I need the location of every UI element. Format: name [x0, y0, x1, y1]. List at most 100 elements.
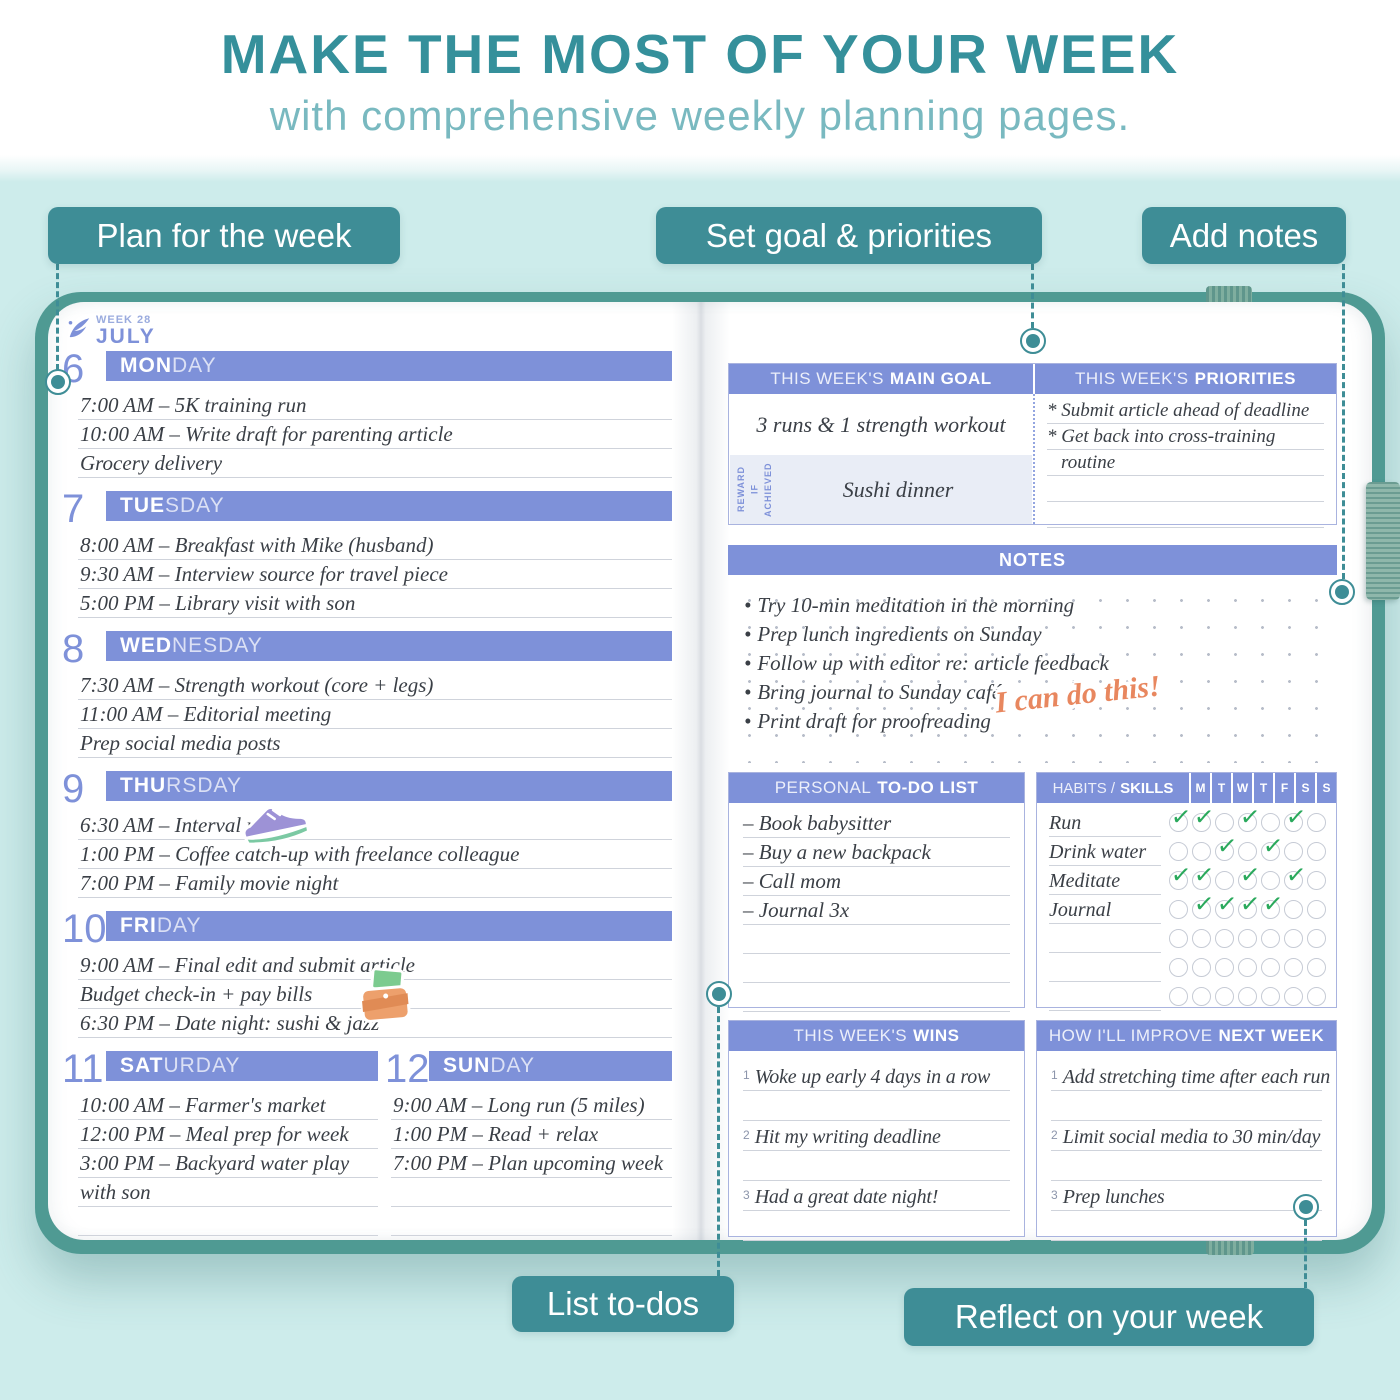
habits-panel: HABITS / SKILLS M T W T F S S Run ✓ ✓ ✓ ✓ Dri…: [1036, 772, 1337, 1011]
todo-item: [743, 954, 1010, 983]
wins-panel: THIS WEEK'S WINS 1 Woke up early 4 days …: [728, 1020, 1025, 1241]
day-letter: S: [1294, 773, 1315, 803]
brand-week-header: WEEK 28 JULY: [66, 314, 156, 347]
day-letter: T: [1252, 773, 1273, 803]
day-name-bold: THU: [120, 774, 167, 797]
habit-checkbox: [1169, 900, 1188, 919]
habits-rows: Run ✓ ✓ ✓ ✓ Drink water ✓ ✓ Meditate ✓ ✓ ✓ ✓ Journal ✓…: [1037, 802, 1336, 1011]
anchor-notes: [1329, 579, 1355, 605]
day-name-rest: RSDAY: [166, 774, 242, 797]
schedule-line: 7:30 AM – Strength workout (core + legs): [78, 671, 672, 700]
habit-checkbox: [1307, 900, 1326, 919]
note-item: Prep lunch ingredients on Sunday: [744, 620, 1337, 649]
day-number: 12: [385, 1047, 430, 1091]
check-icon: ✓: [1192, 802, 1216, 832]
habit-name: [1049, 1009, 1161, 1011]
habit-checkbox: ✓: [1284, 802, 1308, 832]
habit-checkbox: [1284, 842, 1303, 861]
day-name-bold: MON: [120, 354, 172, 377]
habit-checkbox: ✓: [1261, 889, 1285, 919]
ribbon-bookmarks: [1206, 1238, 1254, 1255]
habit-row: [1037, 953, 1336, 982]
column-divider: [1033, 394, 1035, 524]
habit-checkbox: [1238, 987, 1257, 1006]
schedule-line: 7:00 PM – Plan upcoming week: [391, 1149, 672, 1178]
callout-reflect: Reflect on your week: [904, 1288, 1314, 1346]
improve-line-empty: [1051, 1211, 1322, 1241]
improve-item: 1 Add stretching time after each run: [1051, 1061, 1330, 1091]
schedule-line: 9:00 AM – Final edit and submit article: [78, 951, 672, 980]
habit-checkbox: [1192, 958, 1211, 977]
todo-item: – Buy a new backpack: [743, 838, 1010, 867]
day-block-saturday: 11 SAT URDAY 10:00 AM – Farmer's market 1…: [62, 1047, 378, 1236]
day-header-bar: FRI DAY: [106, 911, 672, 941]
anchor-reflect: [1293, 1194, 1319, 1220]
day-name-bold: WED: [120, 634, 172, 657]
note-item: Follow up with editor re: article feedba…: [744, 649, 1337, 678]
todo-item: – Call mom: [743, 867, 1010, 896]
day-name-bold: FRI: [120, 914, 157, 937]
day-number: 8: [62, 627, 85, 671]
habit-checkbox: [1238, 842, 1257, 861]
habit-checkbox: ✓: [1192, 860, 1216, 890]
habit-checkbox: [1261, 929, 1280, 948]
month-label: JULY: [96, 325, 156, 348]
habit-row: Run ✓ ✓ ✓ ✓: [1037, 802, 1336, 837]
win-line-empty: [743, 1091, 1010, 1121]
day-letter: M: [1189, 773, 1210, 803]
schedule-line: 9:30 AM – Interview source for travel pi…: [78, 560, 672, 589]
habit-checkbox: [1261, 987, 1280, 1006]
priority-line: routine: [1047, 450, 1324, 476]
schedule-line: [391, 1207, 672, 1236]
day-header-bar: TUE SDAY: [106, 491, 672, 521]
callout-add-notes: Add notes: [1142, 207, 1346, 264]
day-number: 11: [62, 1047, 104, 1091]
schedule-line: Prep social media posts: [78, 729, 672, 758]
habit-checkbox: [1261, 871, 1280, 890]
day-block-tuesday: 7 TUE SDAY 8:00 AM – Breakfast with Mike …: [62, 487, 672, 618]
check-icon: ✓: [1284, 860, 1308, 890]
week-number-label: WEEK 28: [96, 314, 152, 326]
habit-checkbox: ✓: [1238, 860, 1262, 890]
habits-header: HABITS / SKILLS M T W T F S S: [1037, 773, 1336, 803]
reward-value: Sushi dinner: [842, 476, 954, 502]
habit-checkbox: ✓: [1238, 802, 1262, 832]
habit-checkbox: [1307, 813, 1326, 832]
habit-checkbox: [1284, 900, 1303, 919]
brand-bird-icon: [66, 315, 90, 346]
check-icon: ✓: [1215, 889, 1239, 919]
main-goal-value: 3 runs & 1 strength workout: [756, 412, 1006, 437]
wins-header: THIS WEEK'S WINS: [729, 1021, 1024, 1051]
habit-checkbox: [1215, 987, 1234, 1006]
day-number: 7: [62, 487, 85, 531]
habit-name: [1049, 980, 1161, 982]
habit-checkbox: [1169, 929, 1188, 948]
notes-section: Try 10-min meditation in the morning Pre…: [728, 575, 1337, 763]
day-letter: W: [1231, 773, 1252, 803]
habit-checkbox: ✓: [1169, 860, 1193, 890]
note-item: Print draft for proofreading: [744, 707, 1337, 736]
check-icon: ✓: [1192, 889, 1216, 919]
habit-checkbox: ✓: [1261, 831, 1285, 861]
note-item: Try 10-min meditation in the morning: [744, 591, 1337, 620]
check-icon: ✓: [1238, 802, 1262, 832]
day-name-rest: DAY: [172, 354, 217, 377]
habit-name: Meditate: [1049, 870, 1161, 895]
day-letter: S: [1315, 773, 1336, 803]
habit-checkbox: [1192, 987, 1211, 1006]
elastic-band: [1366, 482, 1400, 600]
habit-checkbox: [1192, 929, 1211, 948]
connector-todos: [717, 1007, 720, 1276]
schedule-line: 12:00 PM – Meal prep for week: [78, 1120, 378, 1149]
note-item: Bring journal to Sunday café: [744, 678, 1337, 707]
check-icon: ✓: [1215, 831, 1239, 861]
win-line-empty: [743, 1211, 1010, 1241]
habit-checkbox: [1169, 842, 1188, 861]
schedule-line: with son: [78, 1178, 378, 1207]
habit-checkbox: [1169, 987, 1188, 1006]
habit-checkbox: [1261, 813, 1280, 832]
callout-set-goal-priorities: Set goal & priorities: [656, 207, 1042, 264]
win-item: 3 Had a great date night!: [743, 1181, 1010, 1211]
schedule-line: 6:30 AM – Interval run: [78, 811, 672, 840]
